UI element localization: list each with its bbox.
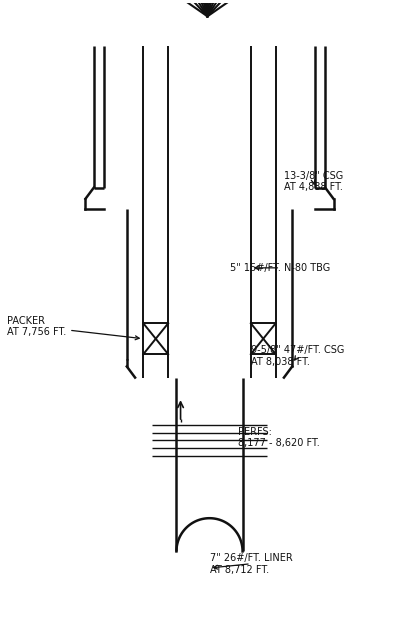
Text: 5" 15#/FT. N-80 TBG: 5" 15#/FT. N-80 TBG [230, 263, 331, 273]
Text: PACKER
AT 7,756 FT.: PACKER AT 7,756 FT. [7, 315, 139, 340]
Text: 7" 26#/FT. LINER
AT 8,712 FT.: 7" 26#/FT. LINER AT 8,712 FT. [210, 553, 292, 575]
Text: PERFS:
8,177 - 8,620 FT.: PERFS: 8,177 - 8,620 FT. [238, 427, 320, 448]
Text: 13-3/8" CSG
AT 4,888 FT.: 13-3/8" CSG AT 4,888 FT. [284, 171, 343, 192]
Bar [251, 323, 276, 354]
Text: 9-5/8" 47#/FT. CSG
AT 8,038 FT.: 9-5/8" 47#/FT. CSG AT 8,038 FT. [251, 345, 344, 367]
Bar [143, 323, 168, 354]
